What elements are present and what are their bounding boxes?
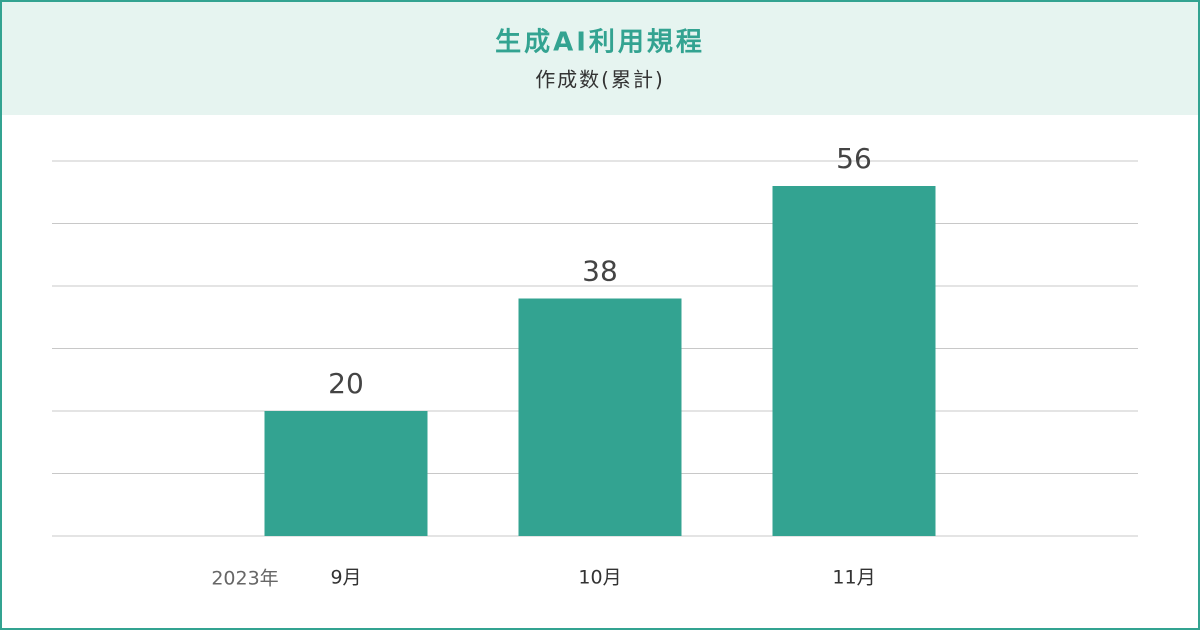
year-label: 2023年 <box>211 568 278 590</box>
bar <box>772 186 936 536</box>
x-tick-label: 10月 <box>578 567 621 589</box>
bar <box>264 411 428 536</box>
bar <box>518 298 682 536</box>
value-label: 56 <box>836 142 872 175</box>
x-tick-label: 9月 <box>330 567 361 589</box>
header-band <box>2 2 1198 115</box>
value-label: 38 <box>582 255 618 288</box>
x-tick-label: 11月 <box>832 567 875 589</box>
value-label: 20 <box>328 367 364 400</box>
chart-subtitle: 作成数(累計) <box>535 68 665 92</box>
chart-title: 生成AI利用規程 <box>495 28 705 58</box>
